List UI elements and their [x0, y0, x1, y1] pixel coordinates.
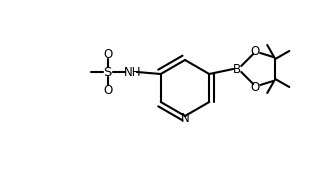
Text: O: O [251, 80, 260, 93]
Text: S: S [104, 66, 112, 78]
Text: NH: NH [124, 66, 142, 78]
Text: B: B [233, 62, 241, 75]
Text: O: O [251, 44, 260, 57]
Text: O: O [103, 84, 112, 96]
Text: O: O [103, 48, 112, 60]
Text: N: N [181, 111, 189, 125]
